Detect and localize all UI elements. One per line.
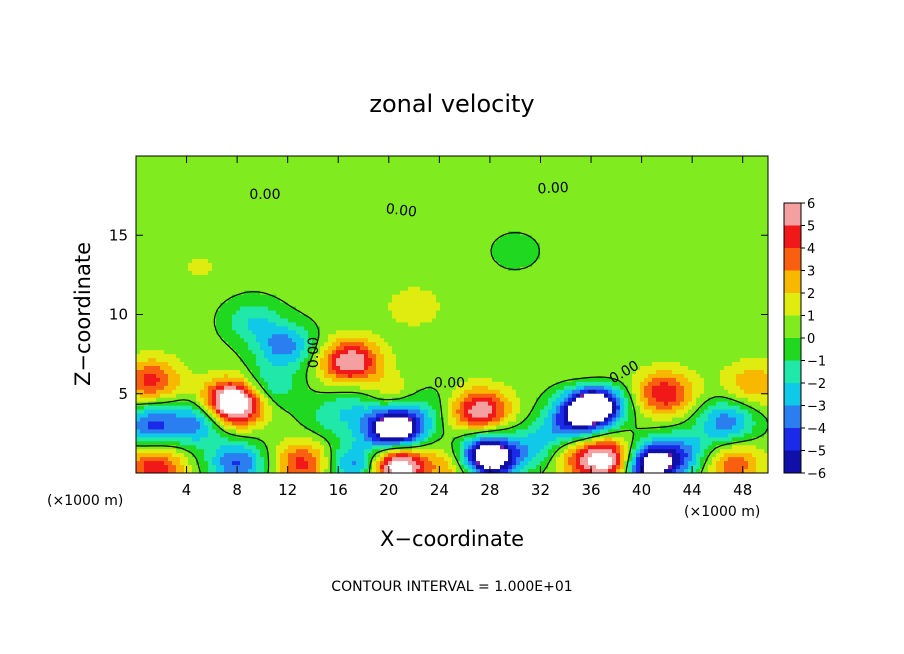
colorbar-swatch (784, 360, 801, 384)
colorbar-swatch (784, 428, 801, 451)
colorbar-label: 5 (807, 220, 815, 235)
colorbar-label: 4 (807, 242, 815, 257)
colorbar-swatch (784, 315, 801, 339)
colorbar-swatch (784, 405, 801, 429)
colorbar-label: −2 (807, 377, 826, 392)
x-axis-unit-left: (×1000 m) (47, 493, 123, 509)
chart-title: zonal velocity (369, 90, 534, 118)
x-tick-label: 28 (480, 481, 499, 499)
colorbar-swatch (784, 270, 801, 294)
colorbar-label: 1 (807, 310, 815, 325)
colorbar-label: −6 (807, 467, 826, 482)
x-tick-label: 24 (430, 481, 449, 499)
contour-label-1: 0.00 (249, 187, 280, 203)
contour-label-5: 0.00 (434, 376, 465, 392)
contour-interval-note: CONTOUR INTERVAL = 1.000E+01 (331, 579, 572, 595)
colorbar: 6 5 4 3 2 1 0 −1 −2 −3 −4 −5 −6 (783, 197, 826, 482)
colorbar-swatch (784, 203, 801, 226)
y-tick-label: 5 (118, 385, 128, 403)
colorbar-swatch (784, 338, 801, 361)
x-axis-label: X−coordinate (380, 527, 524, 551)
colorbar-label: −4 (807, 422, 826, 437)
x-tick-label: 12 (278, 481, 297, 499)
colorbar-label: 2 (807, 287, 815, 302)
contour-label-2: 0.00 (385, 201, 418, 221)
colorbar-label: 6 (807, 197, 815, 212)
velocity-field: 0.000.000.000.000.00 0.00 (136, 156, 768, 473)
colorbar-swatch (784, 293, 801, 316)
y-tick-label: 15 (109, 226, 128, 244)
colorbar-label: −1 (807, 355, 826, 370)
y-tick-label: 10 (109, 306, 128, 324)
zero-contour-line (136, 232, 768, 473)
colorbar-label: 3 (807, 265, 815, 280)
contour-label-3: 0.00 (537, 180, 569, 198)
x-tick-label: 20 (379, 481, 398, 499)
colorbar-swatch (784, 225, 801, 249)
x-tick-label: 40 (632, 481, 651, 499)
y-axis-label: Z−coordinate (71, 242, 95, 386)
x-tick-label: 4 (182, 481, 192, 499)
plot-area: 0.000.000.000.000.00 0.004 8 12 16 20 24 28 32 36… (109, 155, 769, 499)
x-tick-label: 44 (683, 481, 702, 499)
contour-label-4: 0.00 (306, 337, 322, 368)
x-tick-label: 32 (531, 481, 550, 499)
colorbar-label: −5 (807, 445, 826, 460)
colorbar-label: 0 (807, 332, 815, 347)
x-tick-label: 36 (581, 481, 600, 499)
x-tick-label: 16 (329, 481, 348, 499)
x-tick-label: 8 (232, 481, 242, 499)
colorbar-swatch (784, 383, 801, 406)
colorbar-swatch (784, 248, 801, 271)
colorbar-swatch (784, 450, 801, 474)
colorbar-label: −3 (807, 400, 826, 415)
x-axis-unit-right: (×1000 m) (684, 504, 760, 520)
x-tick-label: 48 (733, 481, 752, 499)
